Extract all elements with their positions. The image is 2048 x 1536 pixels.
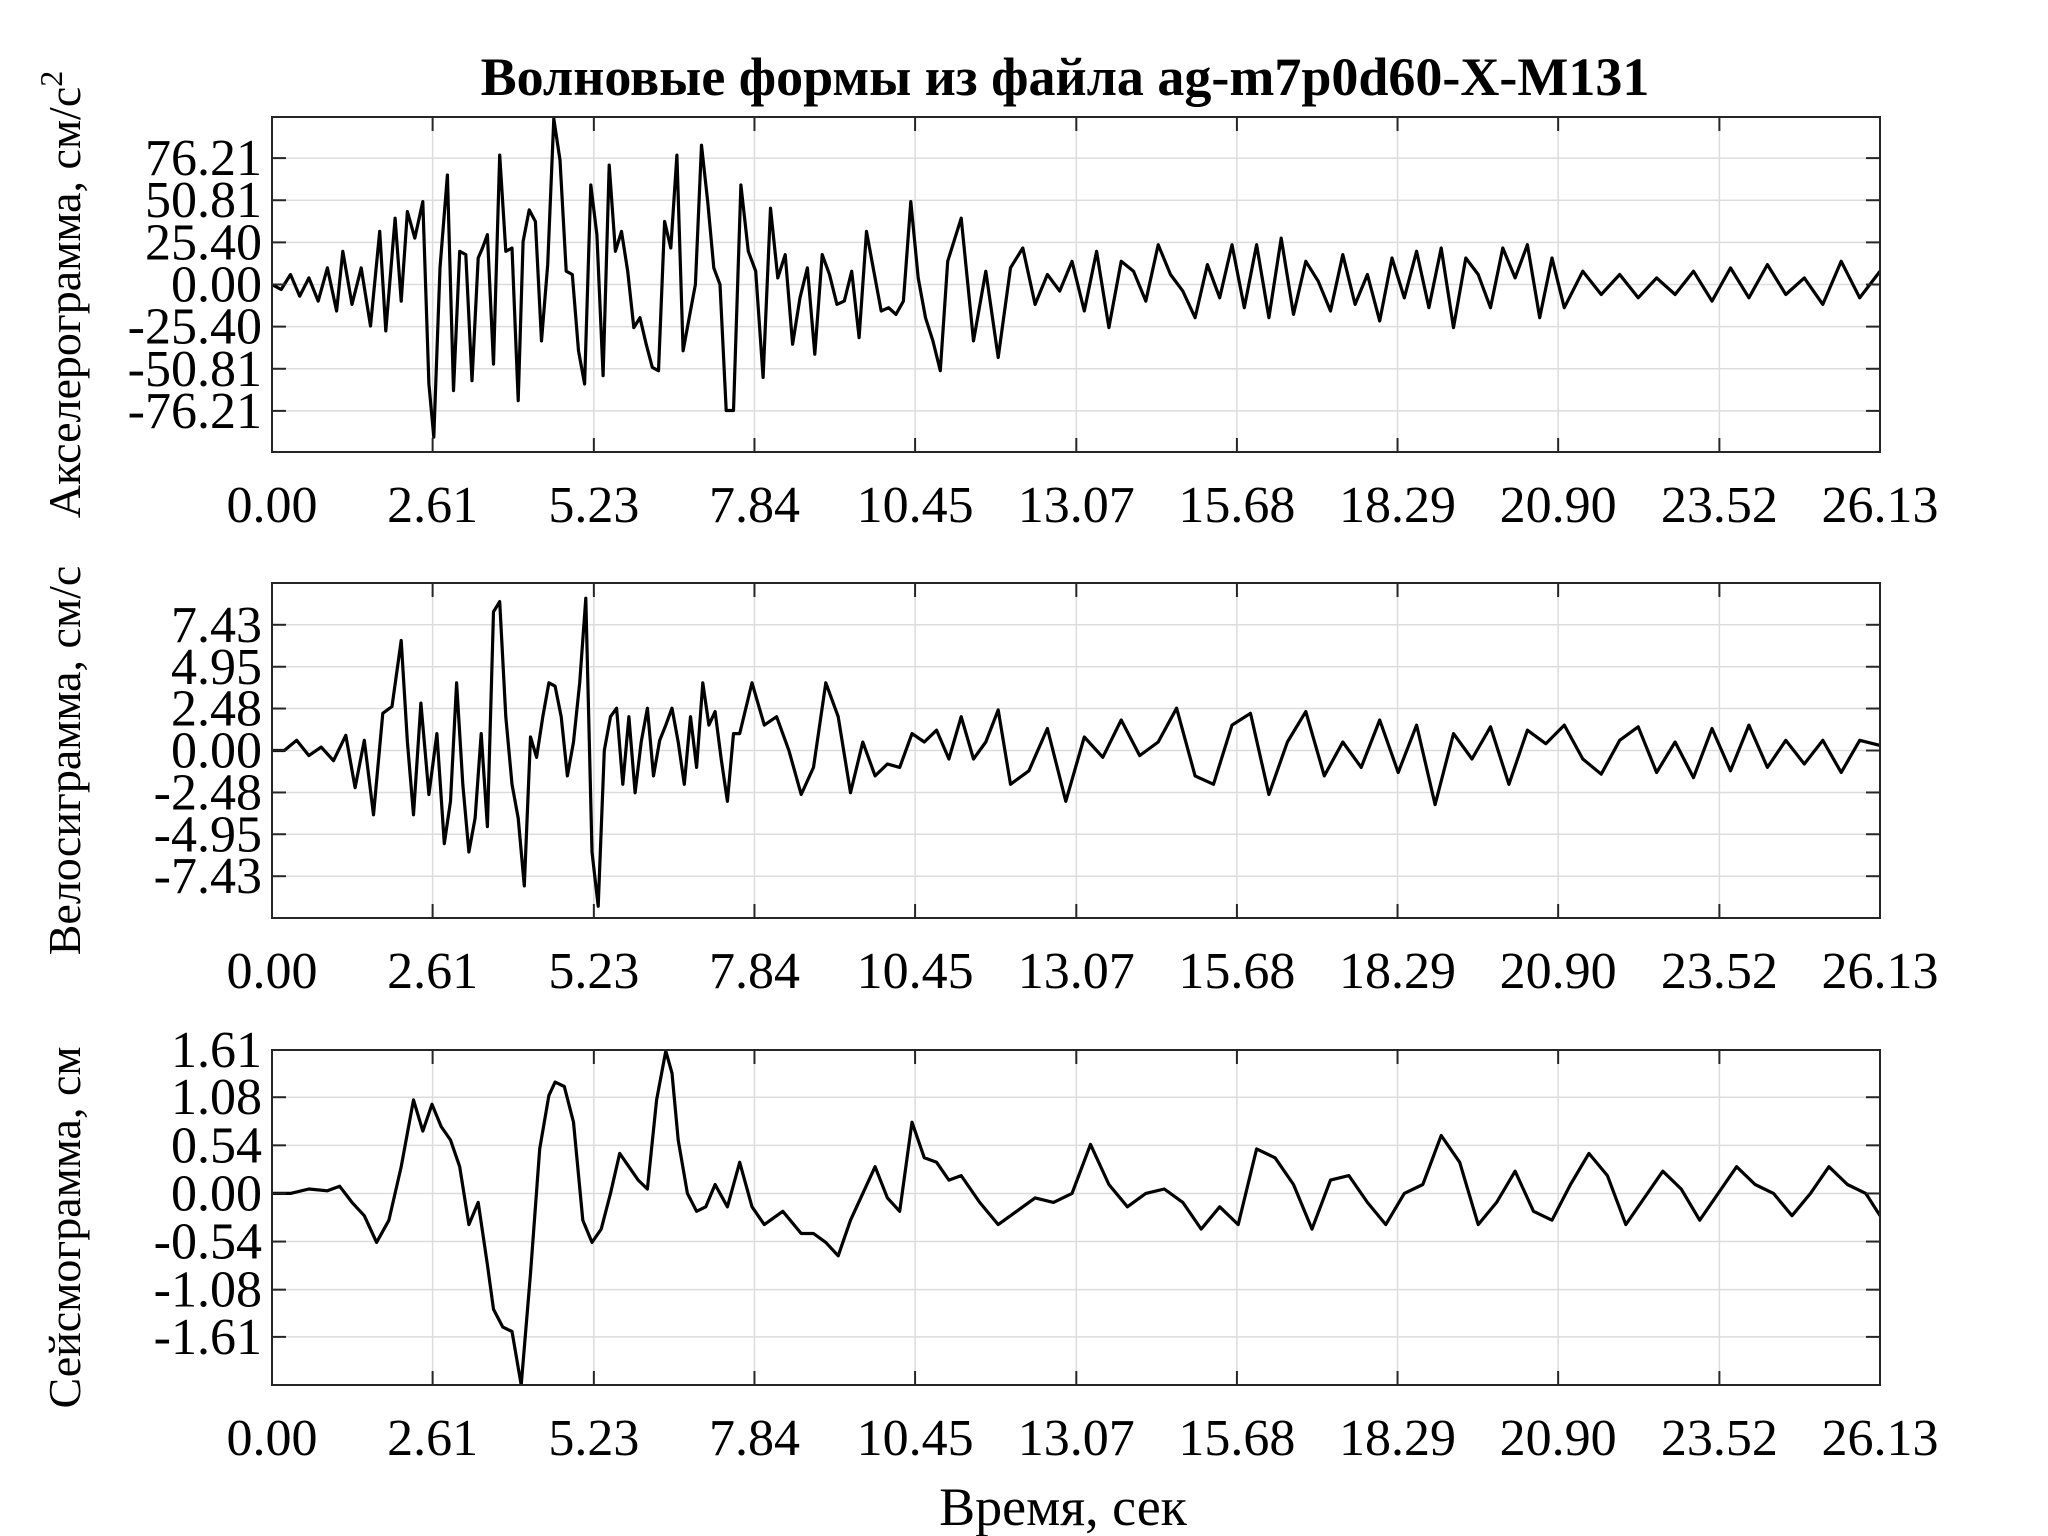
vel-ytick-label: 7.43: [171, 597, 262, 654]
accel-ytick-label: -25.40: [128, 299, 262, 356]
vel-ytick-label: 2.48: [171, 681, 262, 738]
disp-panel: 0.00 2.61 5.23 7.84 10.45 13.07 15.68 18.29 20.9…: [39, 1022, 1939, 1467]
accel-xtick-label: 13.07: [1018, 477, 1135, 534]
accel-xtick-label: 7.84: [709, 477, 800, 534]
disp-ytick-label: 1.08: [171, 1069, 262, 1126]
vel-xtick-label: 13.07: [1018, 943, 1135, 1000]
disp-xtick-label: 10.45: [857, 1410, 974, 1467]
vel-ytick-label: -7.43: [154, 848, 262, 905]
accel-y-axis-label: Акселерограмма, см/с2: [33, 71, 90, 519]
vel-ytick-label: -2.48: [154, 764, 262, 821]
vel-xtick-label: 23.52: [1661, 943, 1778, 1000]
accel-ytick-label: 0.00: [171, 257, 262, 314]
disp-ytick-label: 0.54: [171, 1117, 262, 1174]
accel-xtick-label: 18.29: [1339, 477, 1456, 534]
disp-ytick-label: -1.08: [154, 1262, 262, 1319]
panels-group: 0.00 2.61 5.23 7.84 10.45 13.07 15.68 18.29 20.9…: [33, 71, 1939, 1467]
vel-ytick-label: 4.95: [171, 639, 262, 696]
disp-xtick-label: 15.68: [1178, 1410, 1295, 1467]
vel-xtick-label: 26.13: [1822, 943, 1939, 1000]
disp-y-axis-label: Сейсмограмма, см: [39, 1047, 90, 1409]
accel-ytick-label: 25.40: [145, 214, 262, 271]
vel-xtick-label: 18.29: [1339, 943, 1456, 1000]
accel-xtick-label: 23.52: [1661, 477, 1778, 534]
disp-xtick-label: 18.29: [1339, 1410, 1456, 1467]
disp-ytick-label: -1.61: [154, 1309, 262, 1366]
vel-xtick-label: 20.90: [1500, 943, 1617, 1000]
disp-trace-line: [272, 1050, 1880, 1385]
vel-xtick-label: 2.61: [387, 943, 478, 1000]
accel-trace-line: [272, 117, 1880, 439]
vel-ytick-label: -4.95: [154, 806, 262, 863]
vel-xtick-label: 0.00: [227, 943, 318, 1000]
disp-xtick-label: 26.13: [1822, 1410, 1939, 1467]
figure-title: Волновые формы из файла ag-m7p0d60-X-M13…: [481, 47, 1650, 107]
accel-xtick-label: 10.45: [857, 477, 974, 534]
accel-xtick-label: 20.90: [1500, 477, 1617, 534]
disp-xtick-label: 5.23: [548, 1410, 639, 1467]
disp-xtick-label: 13.07: [1018, 1410, 1135, 1467]
accel-xtick-label: 26.13: [1822, 477, 1939, 534]
accel-panel: 0.00 2.61 5.23 7.84 10.45 13.07 15.68 18.29 20.9…: [33, 71, 1939, 534]
vel-xtick-label: 10.45: [857, 943, 974, 1000]
accel-ytick-label: -76.21: [128, 383, 262, 440]
vel-trace-line: [272, 596, 1880, 908]
accel-ytick-label: -50.81: [128, 341, 262, 398]
x-axis-label: Время, сек: [939, 1477, 1188, 1536]
disp-xtick-label: 20.90: [1500, 1410, 1617, 1467]
accel-ytick-label: 50.81: [145, 172, 262, 229]
disp-xtick-label: 0.00: [227, 1410, 318, 1467]
accel-ytick-label: 76.21: [145, 130, 262, 187]
vel-panel: 0.00 2.61 5.23 7.84 10.45 13.07 15.68 18.29 20.9…: [39, 566, 1939, 1000]
vel-y-axis-label: Велосиграмма, см/с: [39, 566, 90, 956]
vel-xtick-label: 15.68: [1178, 943, 1295, 1000]
vel-xtick-label: 7.84: [709, 943, 800, 1000]
disp-xtick-label: 2.61: [387, 1410, 478, 1467]
vel-xtick-label: 5.23: [548, 943, 639, 1000]
disp-xtick-label: 7.84: [709, 1410, 800, 1467]
accel-xtick-label: 0.00: [227, 477, 318, 534]
accel-xtick-label: 2.61: [387, 477, 478, 534]
disp-ytick-label: 1.61: [171, 1022, 262, 1079]
disp-ytick-label: -0.54: [154, 1214, 262, 1271]
disp-ytick-label: 0.00: [171, 1165, 262, 1222]
accel-xtick-label: 5.23: [548, 477, 639, 534]
accel-xtick-label: 15.68: [1178, 477, 1295, 534]
vel-ytick-label: 0.00: [171, 723, 262, 780]
disp-xtick-label: 23.52: [1661, 1410, 1778, 1467]
